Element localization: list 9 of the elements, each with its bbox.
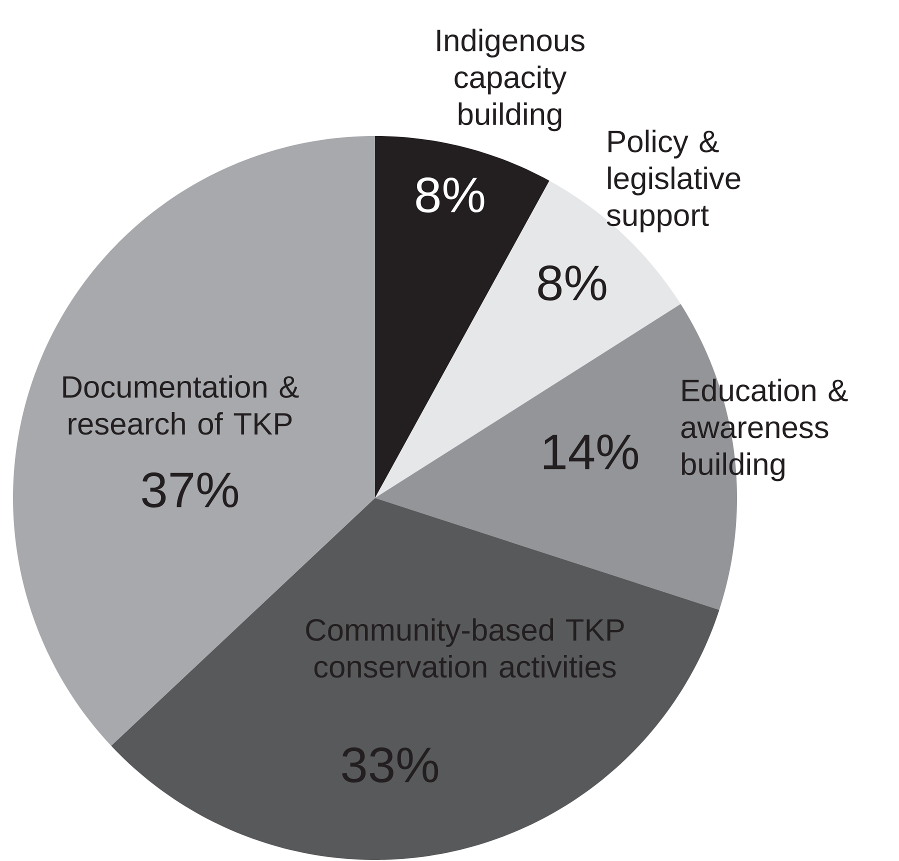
slice-label: Documentation & research of TKP bbox=[63, 375, 299, 435]
slice-label: Policy & legislative support bbox=[606, 130, 740, 232]
slice-label: Indigenous capacity building bbox=[437, 28, 584, 132]
data-label: 14% bbox=[544, 434, 638, 470]
data-label: 37% bbox=[142, 472, 238, 508]
data-label: 8% bbox=[416, 177, 484, 213]
data-label: 8% bbox=[538, 265, 606, 301]
data-label: 33% bbox=[342, 747, 438, 783]
slice-label: Community-based TKP conservation activities bbox=[306, 618, 624, 678]
